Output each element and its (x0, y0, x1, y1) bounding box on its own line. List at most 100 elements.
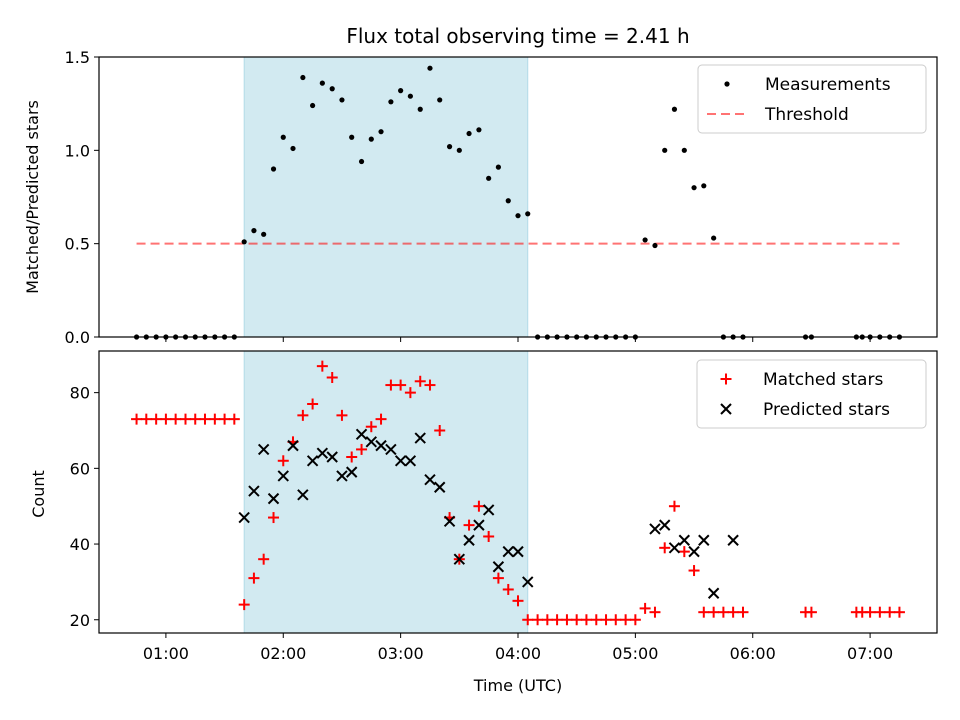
matched-star-point (228, 413, 240, 425)
measurement-point (662, 147, 668, 153)
legend-predicted-marker (720, 403, 732, 415)
measurement-point (398, 88, 404, 94)
predicted-star-point-b (414, 432, 426, 444)
matched-star-point (268, 512, 280, 524)
predicted-star-point (238, 511, 250, 524)
predicted-star-point (394, 455, 407, 467)
matched-star-point (140, 413, 152, 425)
measurement-point (241, 239, 247, 245)
chart-title: Flux total observing time = 2.41 h (346, 24, 689, 48)
matched-star-point (326, 371, 338, 383)
predicted-star-point-b (463, 534, 475, 546)
matched-star-point (580, 614, 592, 626)
measurement-point (525, 211, 531, 217)
x-tick-label: 01:00 (143, 644, 189, 663)
top-panel: 0.0 0.5 1.0 1.5 Measurements Threshold (65, 48, 938, 347)
top-y-axis-label: Matched/Predicted stars (23, 100, 42, 294)
predicted-star-point-b (649, 523, 661, 535)
matched-star-point (150, 413, 162, 425)
matched-star-point (160, 413, 172, 425)
measurement-point (261, 231, 267, 237)
predicted-star-point-b (482, 504, 495, 516)
matched-star-point (189, 413, 201, 425)
matched-star-point (492, 572, 504, 584)
predicted-star-point (727, 534, 739, 546)
legend-predicted-label: Predicted stars (763, 400, 890, 420)
matched-star-point (277, 455, 289, 467)
predicted-star-point (326, 451, 338, 463)
matched-star-point (483, 530, 495, 542)
predicted-star-point-b (434, 481, 446, 493)
measurement-point (310, 102, 316, 109)
matched-star-point (629, 614, 641, 626)
y-tick-label: 40 (70, 535, 90, 554)
matched-star-point (179, 413, 191, 425)
matched-star-point (463, 519, 475, 531)
matched-star-point (502, 583, 514, 595)
y-tick-label: 60 (70, 459, 90, 478)
predicted-star-point (482, 504, 495, 516)
plot-frame (98, 56, 938, 338)
matched-star-point (717, 606, 729, 618)
measurement-point (437, 97, 443, 103)
predicted-star-point-b (698, 534, 710, 546)
legend-matched-marker (720, 373, 732, 385)
predicted-star-point-b (336, 470, 348, 482)
predicted-star-point-b (248, 485, 260, 497)
legend-box (696, 359, 927, 429)
matched-star-point (541, 614, 553, 626)
matched-star-point (414, 375, 426, 387)
predicted-star-point-b (355, 428, 368, 440)
predicted-star-point-b (727, 534, 739, 546)
predicted-star-point-b (688, 545, 700, 558)
matched-star-point (522, 614, 534, 626)
matched-star-point (258, 553, 270, 565)
predicted-star-point (297, 489, 309, 501)
measurement-point (427, 65, 433, 71)
x-tick-label: 07:00 (847, 644, 893, 663)
legend-measurements-label: Measurements (765, 75, 891, 95)
measurement-point (378, 129, 384, 135)
matched-star-point (356, 443, 368, 455)
predicted-star-point-b (267, 492, 280, 505)
predicted-star-point-b (238, 511, 250, 524)
measurement-point (270, 166, 277, 172)
matched-star-point (238, 599, 250, 611)
legend-threshold-label: Threshold (764, 105, 849, 125)
predicted-star-point-b (365, 436, 377, 448)
y-tick-label: 80 (70, 384, 90, 403)
measurement-point (642, 237, 648, 243)
matched-star-point (639, 602, 651, 614)
measurement-point (329, 86, 335, 92)
measurement-point (319, 80, 325, 86)
predicted-star-point (502, 545, 514, 558)
measurement-point (358, 158, 365, 165)
predicted-star-point (492, 561, 505, 573)
predicted-star-point-b (404, 455, 417, 467)
matched-star-point (727, 606, 739, 618)
predicted-star-point (678, 534, 691, 546)
predicted-star-point-b (678, 534, 691, 546)
matched-star-point (864, 606, 876, 618)
measurement-point (417, 106, 423, 112)
matched-star-point (649, 606, 661, 618)
matched-star-point (473, 500, 485, 512)
matched-star-point (512, 595, 524, 607)
predicted-star-point-b (707, 587, 720, 599)
predicted-star-point-b (473, 519, 485, 531)
predicted-star-point-b (492, 561, 505, 573)
matched-star-point (805, 606, 817, 618)
measurement-point (407, 93, 413, 99)
predicted-star-point (365, 436, 377, 448)
predicted-star-point-b (453, 553, 466, 565)
matched-star-point (668, 500, 680, 512)
matched-star-point (708, 606, 720, 618)
measurement-point (456, 147, 462, 153)
matched-star-point (698, 606, 710, 618)
measurement-point (368, 136, 374, 142)
matched-star-point (893, 606, 905, 618)
y-tick-label: 0.5 (65, 235, 90, 254)
predicted-star-point-b (257, 443, 270, 456)
matched-star-point (434, 424, 446, 436)
legend-measurements-marker (724, 81, 730, 87)
